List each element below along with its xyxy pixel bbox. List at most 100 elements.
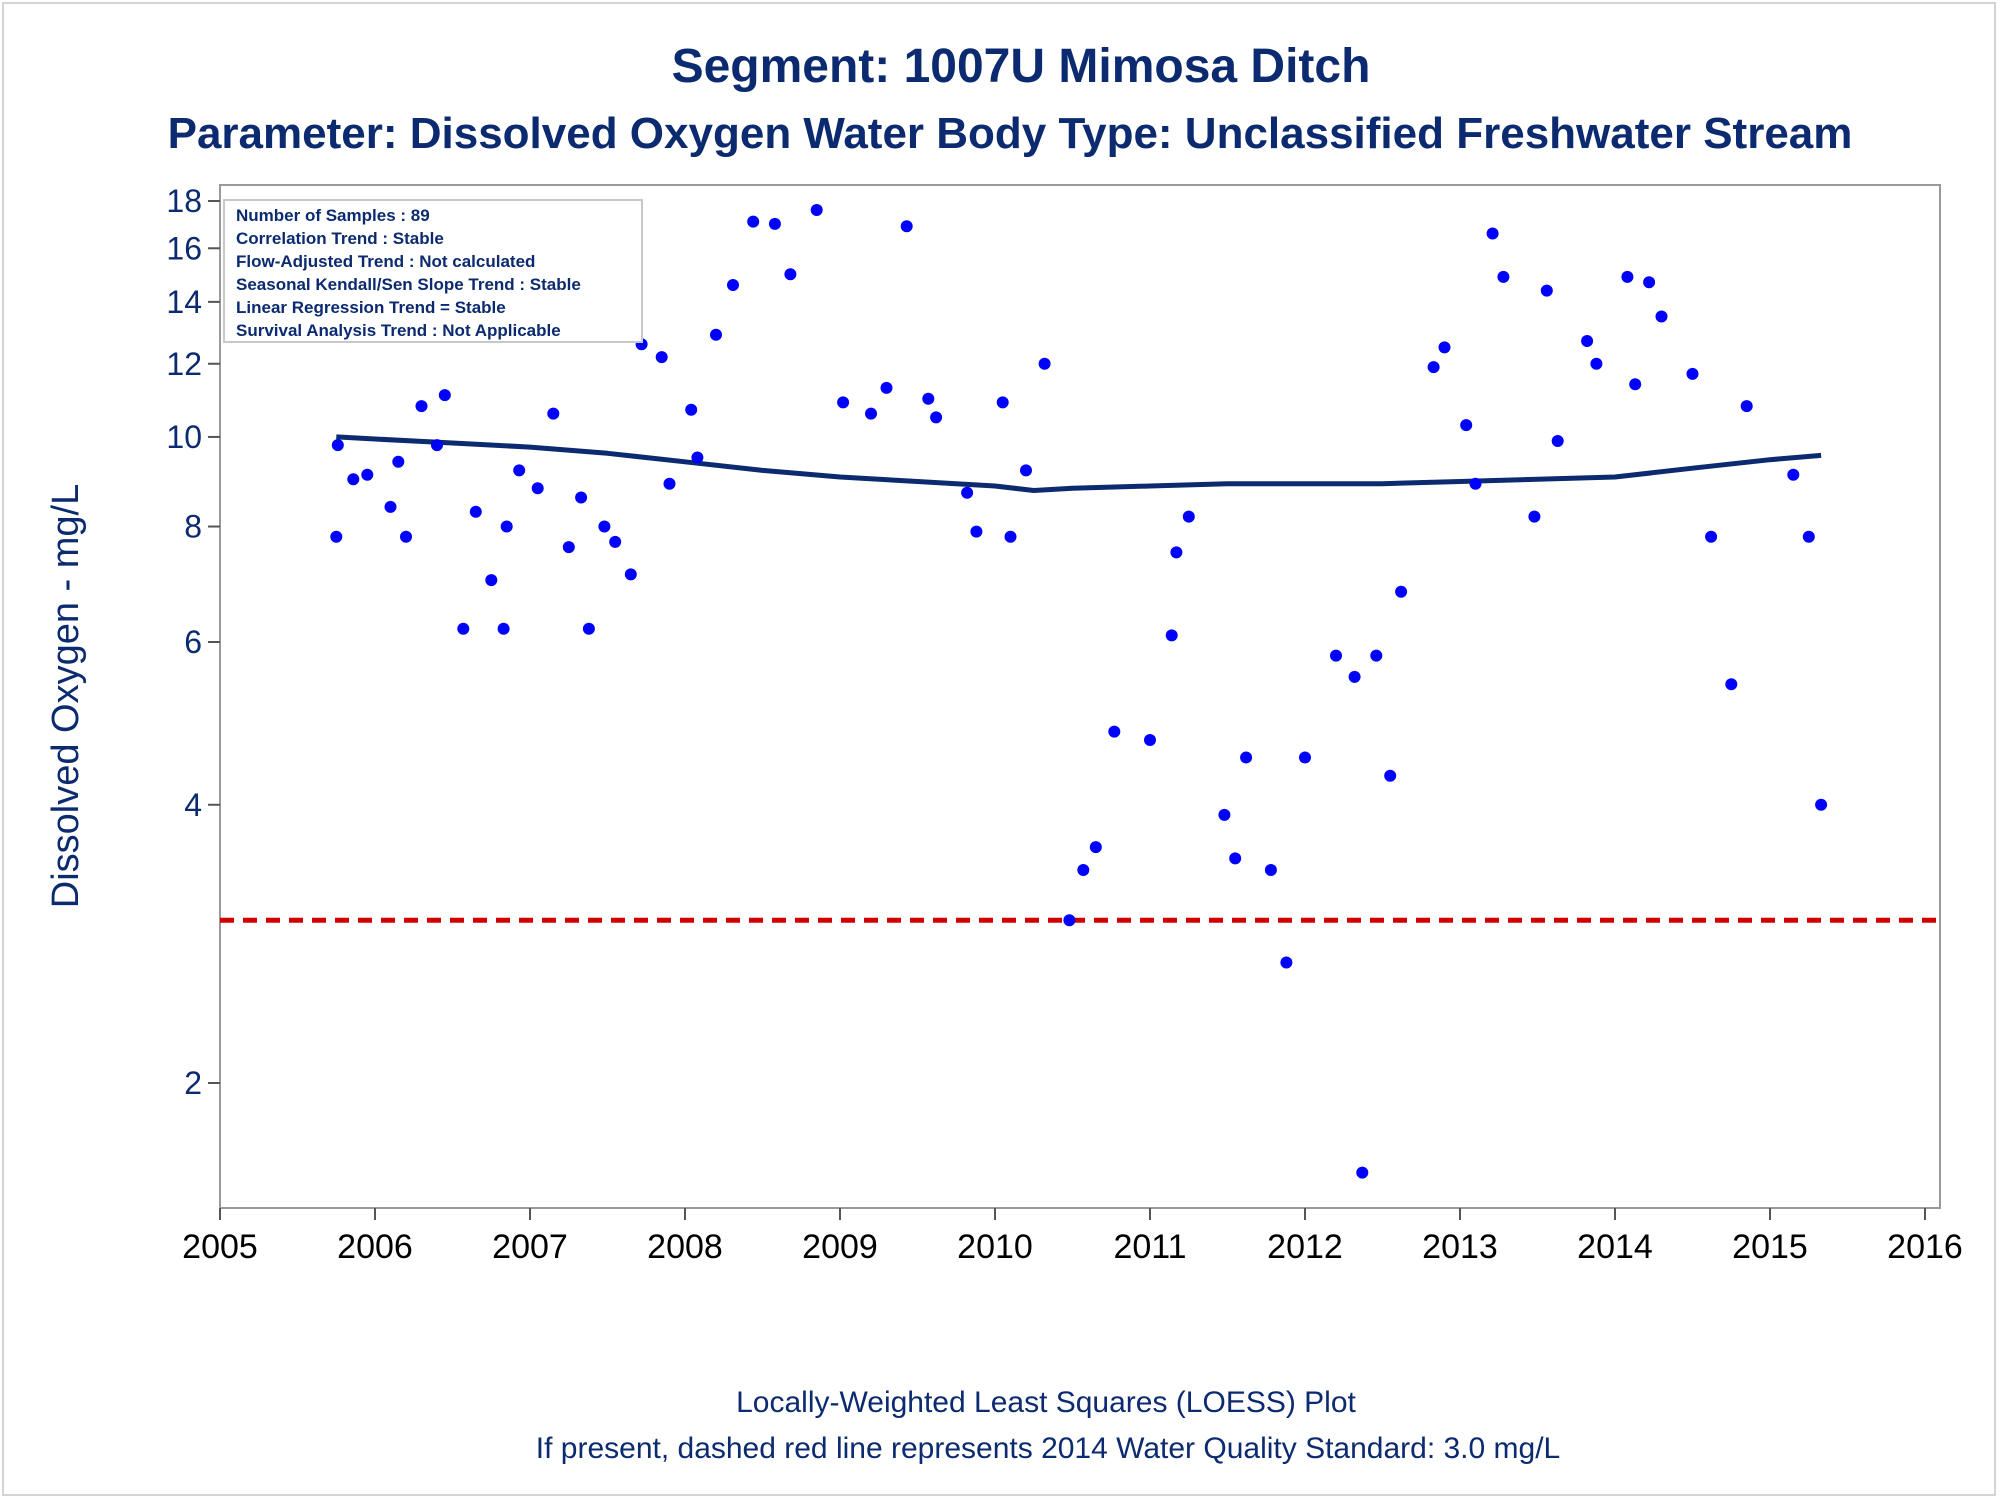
data-point (1240, 751, 1253, 764)
data-point (1551, 435, 1564, 447)
data-point (1348, 670, 1361, 683)
data-point (1170, 546, 1183, 559)
data-point (500, 520, 513, 533)
data-point (1370, 649, 1383, 662)
data-point (1438, 341, 1451, 354)
x-tick-label: 2011 (1113, 1228, 1186, 1266)
stats-line: Flow-Adjusted Trend : Not calculated (236, 252, 535, 271)
data-point (970, 525, 983, 538)
data-point (1590, 357, 1603, 370)
data-point (727, 279, 739, 291)
data-point (810, 204, 823, 216)
stats-line: Survival Analysis Trend : Not Applicable (236, 321, 561, 340)
y-tick-label: 8 (184, 509, 202, 545)
data-point (438, 389, 451, 402)
x-tick-label: 2016 (1887, 1228, 1963, 1266)
y-tick-label: 14 (166, 284, 202, 320)
data-point (1299, 751, 1311, 764)
chart-subtitle: Parameter: Dissolved Oxygen Water Body T… (168, 109, 1853, 158)
data-point (1384, 769, 1397, 782)
data-point (562, 541, 575, 554)
x-tick-label: 2014 (1577, 1228, 1653, 1266)
y-tick-label: 10 (166, 419, 202, 455)
stats-line: Seasonal Kendall/Sen Slope Trend : Stabl… (236, 275, 581, 294)
data-point (1038, 357, 1051, 370)
data-point (485, 574, 498, 587)
x-axis: 2005 2006 2007 2008 2009 2010 2011 2012 2013 2014… (182, 1208, 1963, 1266)
data-point (575, 491, 588, 504)
plot-area (219, 184, 1941, 1209)
data-point (1469, 477, 1482, 490)
data-point (1020, 464, 1032, 477)
data-point (685, 403, 698, 416)
data-point (655, 351, 668, 364)
x-tick-label: 2015 (1732, 1228, 1808, 1266)
data-point (1330, 649, 1342, 662)
y-tick-label: 6 (184, 624, 202, 660)
chart-title: Segment: 1007U Mimosa Ditch (672, 40, 1371, 93)
data-point (1427, 361, 1440, 374)
data-point (547, 407, 560, 420)
data-point (331, 439, 344, 452)
data-point (582, 622, 595, 635)
footnote-line-2: If present, dashed red line represents 2… (536, 1432, 1560, 1465)
data-point (1629, 378, 1642, 391)
data-point (1395, 585, 1408, 598)
data-point (1229, 852, 1242, 865)
data-point (710, 328, 722, 341)
data-point (1356, 1166, 1369, 1179)
data-point (1063, 914, 1076, 927)
data-point (1089, 841, 1102, 854)
data-point (531, 482, 544, 495)
data-point (392, 455, 405, 468)
data-point (1497, 270, 1510, 283)
stats-line: Number of Samples : 89 (236, 206, 430, 225)
data-point (1581, 335, 1594, 347)
data-point (996, 396, 1009, 409)
data-point (330, 530, 343, 543)
data-point (347, 473, 360, 486)
data-point (1004, 530, 1017, 543)
data-point (384, 500, 397, 513)
y-axis-label: Dissolved Oxygen - mg/L (45, 484, 87, 909)
data-point (691, 451, 704, 464)
x-tick-label: 2007 (492, 1228, 568, 1266)
x-tick-label: 2009 (802, 1228, 878, 1266)
data-point (415, 400, 428, 413)
data-points (330, 204, 1828, 1179)
data-point (1528, 510, 1541, 523)
x-tick-label: 2008 (647, 1228, 723, 1266)
data-point (469, 505, 482, 518)
y-tick-label: 4 (184, 787, 202, 823)
data-point (1740, 400, 1753, 413)
stats-line: Correlation Trend : Stable (236, 229, 444, 248)
y-tick-label: 12 (166, 346, 202, 382)
data-point (457, 622, 470, 635)
data-point (1077, 864, 1090, 876)
data-point (1815, 798, 1828, 811)
data-point (609, 535, 622, 548)
stats-line: Linear Regression Trend = Stable (236, 298, 506, 317)
data-point (1802, 530, 1815, 543)
data-point (922, 392, 935, 405)
y-axis: 2 4 6 8 10 12 14 16 18 (166, 183, 220, 1101)
data-point (400, 530, 412, 543)
loess-trend-line (336, 434, 1822, 493)
data-point (900, 220, 913, 233)
x-tick-label: 2013 (1422, 1228, 1498, 1266)
y-tick-label: 16 (166, 230, 202, 266)
data-point (1686, 367, 1699, 380)
data-point (513, 464, 526, 477)
data-point (930, 411, 943, 424)
data-point (1182, 510, 1195, 523)
data-point (961, 486, 974, 499)
data-point (880, 381, 893, 394)
data-point (1725, 678, 1738, 691)
data-point (768, 217, 781, 230)
x-tick-label: 2005 (182, 1228, 258, 1266)
data-point (1486, 227, 1499, 240)
data-point (624, 568, 637, 581)
data-point (431, 439, 443, 452)
data-point (497, 622, 510, 635)
data-point (1621, 270, 1634, 283)
